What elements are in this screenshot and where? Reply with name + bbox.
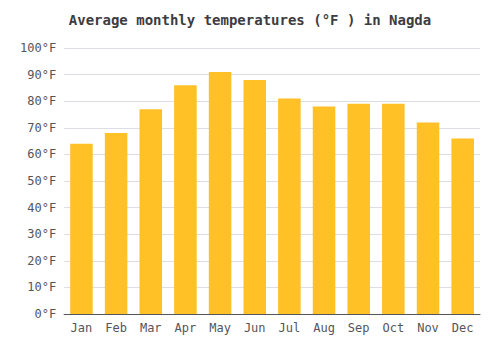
svg-text:Average monthly temperatures (: Average monthly temperatures (°F ) in Na… xyxy=(69,12,431,28)
svg-text:Jan: Jan xyxy=(71,321,93,335)
svg-text:Feb: Feb xyxy=(105,321,127,335)
svg-text:20°F: 20°F xyxy=(27,254,56,268)
svg-text:Mar: Mar xyxy=(140,321,162,335)
svg-text:10°F: 10°F xyxy=(27,280,56,294)
svg-text:90°F: 90°F xyxy=(27,68,56,82)
svg-text:50°F: 50°F xyxy=(27,174,56,188)
svg-text:60°F: 60°F xyxy=(27,147,56,161)
svg-text:Apr: Apr xyxy=(175,321,197,335)
svg-text:30°F: 30°F xyxy=(27,227,56,241)
svg-text:100°F: 100°F xyxy=(20,41,56,55)
svg-text:40°F: 40°F xyxy=(27,201,56,215)
svg-text:Jul: Jul xyxy=(279,321,301,335)
svg-text:Oct: Oct xyxy=(383,321,405,335)
svg-text:Nov: Nov xyxy=(417,321,439,335)
svg-text:70°F: 70°F xyxy=(27,121,56,135)
svg-text:Dec: Dec xyxy=(452,321,474,335)
svg-text:Sep: Sep xyxy=(348,321,370,335)
svg-text:80°F: 80°F xyxy=(27,94,56,108)
svg-text:Aug: Aug xyxy=(313,321,335,335)
svg-text:May: May xyxy=(209,321,231,335)
svg-text:0°F: 0°F xyxy=(34,307,56,321)
svg-text:Jun: Jun xyxy=(244,321,266,335)
